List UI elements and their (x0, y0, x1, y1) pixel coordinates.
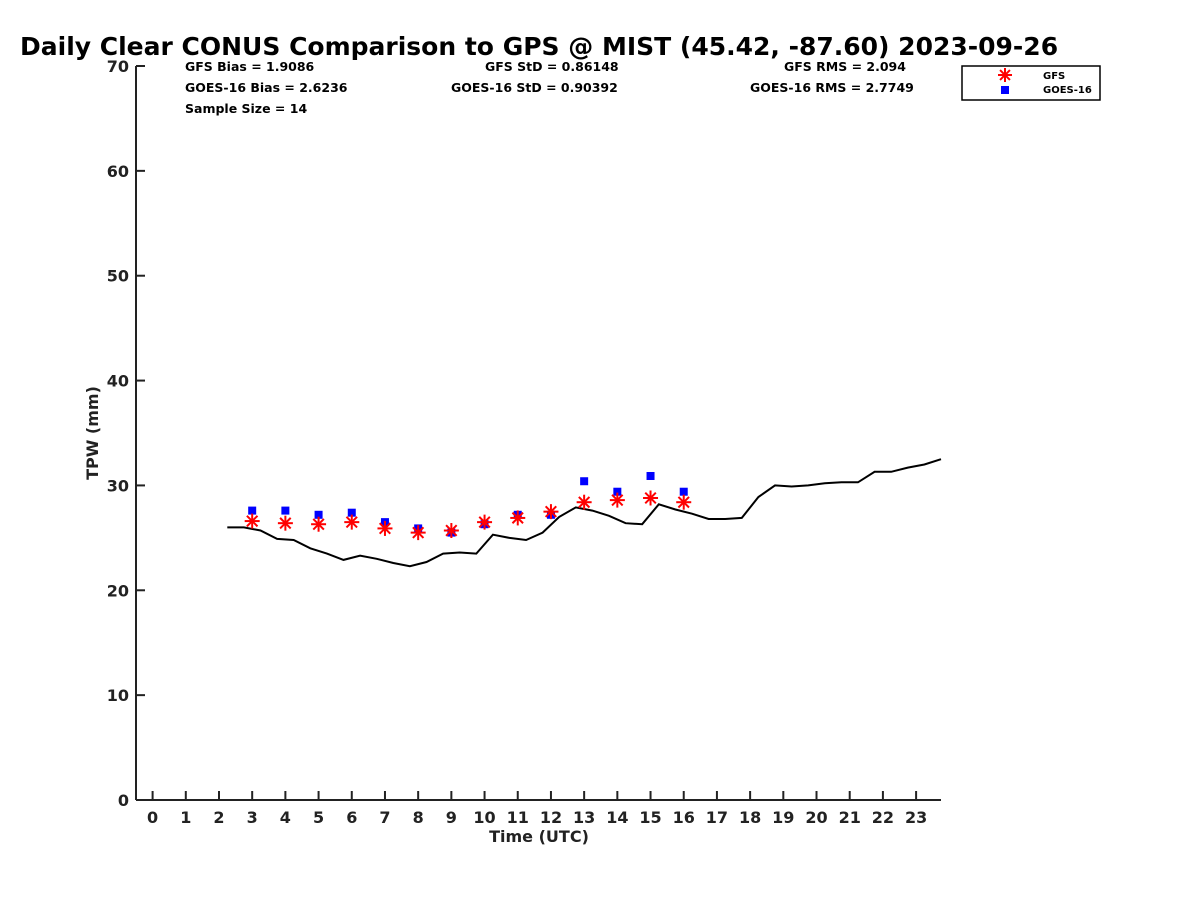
legend-goes-marker (1001, 86, 1009, 94)
legend-goes-label: GOES-16 (1043, 85, 1092, 96)
goes-point (248, 506, 257, 515)
gfs-point (543, 504, 559, 520)
y-tick-label: 60 (107, 162, 129, 181)
goes-point (679, 487, 688, 496)
gfs-std-label: GFS StD = 0.86148 (485, 59, 619, 74)
x-tick-label: 2 (213, 808, 224, 827)
y-tick-label: 70 (107, 57, 129, 76)
x-tick-label: 23 (905, 808, 927, 827)
x-tick-label: 0 (147, 808, 158, 827)
x-tick-label: 22 (872, 808, 894, 827)
y-tick-label: 10 (107, 686, 129, 705)
gfs-point (477, 514, 493, 530)
x-tick-label: 5 (313, 808, 324, 827)
legend: GFS GOES-16 (961, 65, 1101, 101)
gfs-bias-label: GFS Bias = 1.9086 (185, 59, 315, 74)
chart-title: Daily Clear CONUS Comparison to GPS @ MI… (20, 32, 1058, 61)
x-tick-label: 19 (772, 808, 794, 827)
y-tick-label: 20 (107, 581, 129, 600)
x-tick-label: 18 (739, 808, 761, 827)
goes-bias-label: GOES-16 Bias = 2.6236 (185, 80, 348, 95)
x-tick-label: 3 (247, 808, 258, 827)
gfs-point (344, 514, 360, 530)
x-axis-label: Time (UTC) (489, 827, 589, 846)
gfs-point (510, 510, 526, 526)
x-tick-label: 6 (346, 808, 357, 827)
legend-gfs-marker (998, 68, 1012, 82)
legend-gfs-asterisk (998, 68, 1012, 82)
axes: 0 1 2 3 4 5 6 7 8 9 10 11 12 13 14 15 16 17 18 19 20 21 22 2301… (107, 57, 941, 827)
gfs-point (377, 520, 393, 536)
x-tick-label: 13 (573, 808, 595, 827)
x-tick-label: 9 (446, 808, 457, 827)
x-tick-label: 1 (180, 808, 191, 827)
goes-rms-label: GOES-16 RMS = 2.7749 (750, 80, 914, 95)
x-tick-label: 21 (839, 808, 861, 827)
goes-std-label: GOES-16 StD = 0.90392 (451, 80, 618, 95)
gfs-point (443, 523, 459, 539)
y-tick-label: 40 (107, 372, 129, 391)
gfs-point (576, 494, 592, 510)
goes-point (646, 471, 655, 480)
goes-point (580, 477, 589, 486)
y-axis-label: TPW (mm) (83, 386, 102, 480)
x-tick-label: 20 (805, 808, 827, 827)
gfs-point (244, 513, 260, 529)
goes-point (347, 508, 356, 517)
gfs-point (643, 490, 659, 506)
y-tick-label: 50 (107, 267, 129, 286)
goes-point (314, 510, 323, 519)
legend-box (961, 65, 1101, 101)
x-tick-label: 8 (413, 808, 424, 827)
x-tick-label: 17 (706, 808, 728, 827)
x-tick-label: 4 (280, 808, 291, 827)
x-tick-label: 16 (673, 808, 695, 827)
data-marks (227, 458, 942, 568)
sample-size-label: Sample Size = 14 (185, 101, 307, 116)
gfs-point (410, 525, 426, 541)
y-tick-label: 0 (118, 791, 129, 810)
gfs-point (609, 492, 625, 508)
x-tick-label: 14 (606, 808, 628, 827)
gfs-rms-label: GFS RMS = 2.094 (784, 59, 906, 74)
goes-point (613, 487, 622, 496)
x-tick-label: 10 (473, 808, 495, 827)
x-tick-label: 11 (507, 808, 529, 827)
x-tick-label: 12 (540, 808, 562, 827)
gps-tpw-line (227, 458, 942, 568)
goes-point (281, 506, 290, 515)
x-tick-label: 7 (379, 808, 390, 827)
gfs-point (676, 494, 692, 510)
legend-gfs-label: GFS (1043, 71, 1065, 82)
gfs-point (277, 515, 293, 531)
y-tick-label: 30 (107, 476, 129, 495)
gfs-point (311, 516, 327, 532)
x-tick-label: 15 (639, 808, 661, 827)
